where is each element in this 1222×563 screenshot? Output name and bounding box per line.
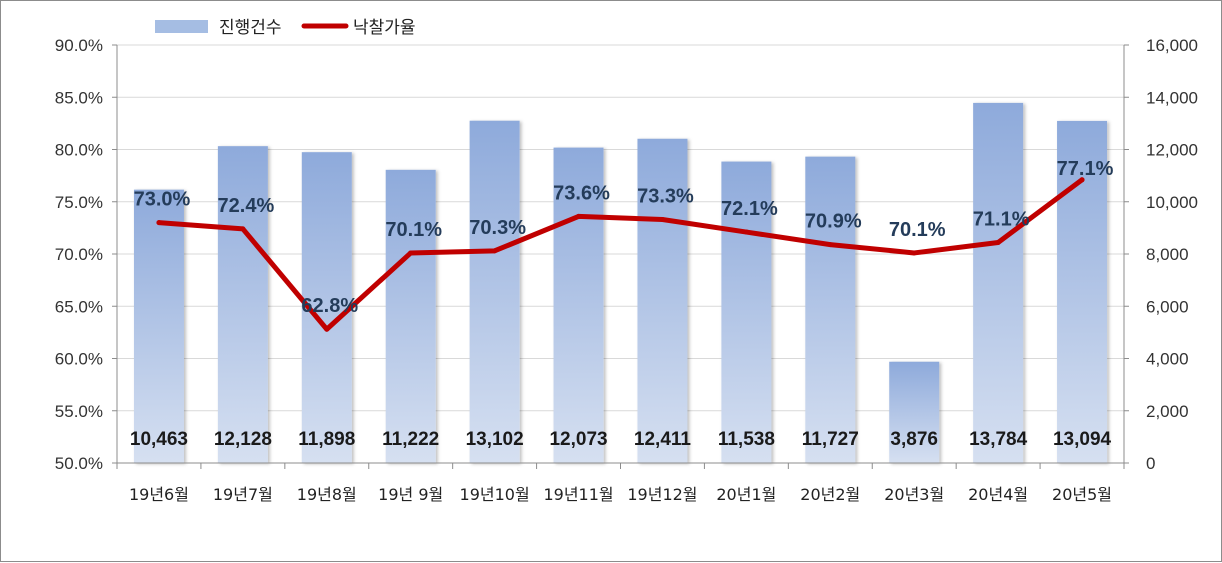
line-value-label: 70.1% xyxy=(385,219,442,241)
right-tick-label: 0 xyxy=(1146,454,1155,473)
right-tick-label: 10,000 xyxy=(1146,193,1198,212)
line-point xyxy=(492,248,498,254)
x-tick-label: 20년2월 xyxy=(800,485,860,504)
x-tick-label: 19년11월 xyxy=(543,485,613,504)
x-tick-label: 19년12월 xyxy=(627,485,697,504)
bar-value-label: 13,102 xyxy=(466,429,524,450)
line-value-label: 71.1% xyxy=(973,209,1030,231)
bar-value-label: 13,094 xyxy=(1053,429,1112,450)
data-labels: 10,463 12,128 11,898 11,222 13,102 12,073 12,4… xyxy=(130,158,1114,450)
bar-value-label: 12,128 xyxy=(214,429,272,450)
bar xyxy=(637,138,688,463)
bar-value-label: 3,876 xyxy=(890,429,938,450)
left-tick-label: 75.0% xyxy=(55,193,103,212)
x-tick-label: 20년4월 xyxy=(968,485,1028,504)
line-value-label: 77.1% xyxy=(1057,158,1114,180)
right-tick-label: 14,000 xyxy=(1146,88,1198,107)
bar-value-label: 11,538 xyxy=(718,429,775,450)
line-point xyxy=(156,220,162,226)
x-tick-label: 19년 9월 xyxy=(378,485,443,504)
legend-bar-label: 진행건수 xyxy=(219,18,282,38)
line-series xyxy=(156,177,1085,332)
line-point xyxy=(743,229,749,235)
bar xyxy=(469,120,520,463)
x-tick-label: 19년10월 xyxy=(460,485,530,504)
legend: 진행건수 낙찰가율 xyxy=(155,18,416,38)
x-tick-label: 19년6월 xyxy=(129,485,189,504)
line-point xyxy=(576,213,582,219)
left-tick-label: 90.0% xyxy=(55,36,103,55)
bars xyxy=(133,102,1108,464)
line-value-label: 70.9% xyxy=(805,211,862,233)
gridlines xyxy=(117,44,1124,464)
bar xyxy=(217,146,268,463)
line-point xyxy=(911,250,917,256)
line-value-label: 73.0% xyxy=(134,189,191,211)
bar-value-label: 11,727 xyxy=(802,429,859,450)
line-value-label: 73.6% xyxy=(553,182,610,204)
line-value-label: 70.3% xyxy=(469,217,526,239)
bar xyxy=(721,161,772,463)
left-tick-label: 80.0% xyxy=(55,141,103,160)
right-tick-label: 2,000 xyxy=(1146,402,1189,421)
x-tick-label: 20년5월 xyxy=(1052,485,1112,504)
line-point xyxy=(659,217,665,223)
bar-value-label: 12,411 xyxy=(634,429,691,450)
left-tick-label: 50.0% xyxy=(55,454,103,473)
left-tick-label: 65.0% xyxy=(55,297,103,316)
x-tick-label: 19년7월 xyxy=(213,485,273,504)
bar xyxy=(889,361,940,463)
x-tick-label: 19년8월 xyxy=(297,485,357,504)
legend-bar-swatch xyxy=(155,20,208,33)
right-tick-label: 12,000 xyxy=(1146,141,1198,160)
line-point xyxy=(408,250,414,256)
bar-value-label: 12,073 xyxy=(549,429,607,450)
left-tick-label: 55.0% xyxy=(55,402,103,421)
bar-value-label: 10,463 xyxy=(130,429,188,450)
line-value-label: 62.8% xyxy=(301,295,358,317)
bar xyxy=(133,189,184,464)
line-point xyxy=(827,242,833,248)
rate-line xyxy=(156,177,1085,332)
bar xyxy=(973,102,1024,463)
bar xyxy=(553,147,604,463)
left-tick-label: 85.0% xyxy=(55,88,103,107)
bar-value-label: 13,784 xyxy=(969,429,1028,450)
bar xyxy=(385,169,436,463)
line-point xyxy=(240,226,246,232)
line-point xyxy=(1079,177,1085,183)
legend-line-label: 낙찰가율 xyxy=(353,18,416,38)
left-tick-label: 60.0% xyxy=(55,350,103,369)
right-tick-label: 4,000 xyxy=(1146,350,1189,369)
x-tick-label: 20년1월 xyxy=(716,485,776,504)
right-tick-label: 6,000 xyxy=(1146,297,1189,316)
right-tick-label: 16,000 xyxy=(1146,36,1198,55)
x-tick-label: 20년3월 xyxy=(884,485,944,504)
bar-value-label: 11,898 xyxy=(298,429,355,450)
line-value-label: 70.1% xyxy=(889,219,946,241)
line-value-label: 73.3% xyxy=(637,186,694,208)
bar-value-label: 11,222 xyxy=(382,429,439,450)
line-point xyxy=(324,326,330,332)
line-value-label: 72.1% xyxy=(721,198,778,220)
line-point xyxy=(995,240,1001,246)
line-value-label: 72.4% xyxy=(218,195,275,217)
bar xyxy=(805,156,856,463)
left-tick-label: 70.0% xyxy=(55,245,103,264)
axes: 50.0% 55.0% 60.0% 65.0% 70.0% 75.0% 80.0% 85.0%… xyxy=(55,36,1198,504)
right-tick-label: 8,000 xyxy=(1146,245,1189,264)
